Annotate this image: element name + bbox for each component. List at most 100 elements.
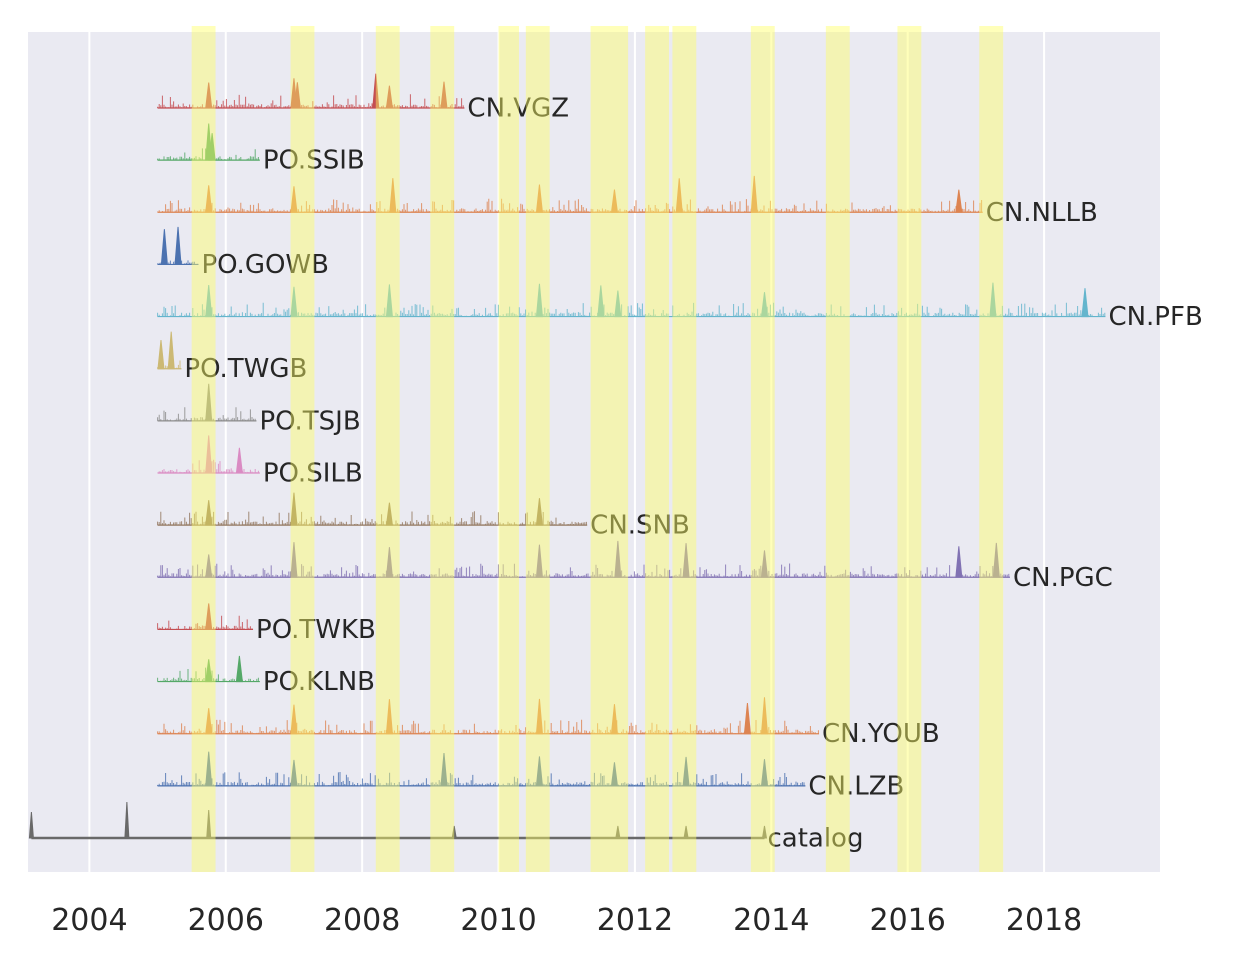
highlight-layer: [191, 26, 1004, 872]
series-trace-po-tsjb: [157, 383, 257, 422]
series-label: CN.LZB: [808, 771, 904, 801]
series-peak: [682, 543, 690, 578]
series-noise: [157, 563, 1010, 578]
series-peak: [385, 85, 393, 109]
series-peak: [205, 285, 213, 318]
series-label: CN.NLLB: [986, 198, 1098, 228]
series-label: CN.PFB: [1108, 302, 1202, 332]
highlight-band: [290, 26, 315, 872]
highlight-band: [375, 26, 400, 872]
label-layer: CN.VGZ PO.SSIB CN.NLLB PO.GOWB CN.PFB PO.TWGB…: [184, 94, 1202, 854]
series-peak: [205, 500, 213, 526]
series-layer: [28, 73, 1106, 840]
series-peak: [989, 282, 997, 318]
x-tick-label: 2010: [460, 903, 536, 938]
highlight-band: [979, 26, 1004, 872]
series-peak: [535, 756, 543, 787]
series-peak: [760, 759, 769, 787]
x-tick-label: 2018: [1006, 903, 1082, 938]
series-peak: [610, 762, 619, 787]
series-label: PO.SSIB: [263, 146, 365, 176]
series-peak: [124, 801, 130, 839]
series-peak: [385, 284, 393, 318]
x-tick-label: 2008: [324, 903, 400, 938]
highlight-band: [825, 26, 850, 872]
series-label: PO.GOWB: [201, 250, 329, 280]
series-label: CN.PGC: [1013, 563, 1113, 593]
series-peak: [955, 546, 963, 578]
series-peak: [955, 189, 963, 213]
series-peak: [743, 703, 751, 735]
series-peak: [385, 699, 393, 735]
series-peak: [205, 82, 213, 109]
x-tick-label: 2016: [870, 903, 946, 938]
series-peak: [451, 825, 457, 839]
series-label: PO.TWKB: [256, 615, 376, 645]
highlight-band: [191, 26, 216, 872]
series-label: PO.TSJB: [259, 406, 360, 436]
series-peak: [1081, 288, 1089, 318]
series-peak: [610, 189, 619, 213]
series-peak: [683, 825, 689, 839]
series-peak: [385, 547, 393, 578]
series-label: PO.SILB: [263, 459, 363, 489]
series-label: catalog: [767, 824, 863, 854]
series-peak: [205, 554, 213, 578]
series-peak: [290, 286, 298, 318]
series-peak: [750, 175, 758, 213]
series-trace-cn-nllb: [157, 175, 983, 213]
series-label: CN.SNB: [590, 511, 690, 541]
series-peak: [385, 502, 393, 526]
x-tick-label: 2004: [51, 903, 127, 938]
series-peak: [535, 498, 544, 526]
series-peak: [614, 290, 622, 318]
series-noise: [157, 302, 1106, 317]
series-trace-cn-youb: [157, 697, 820, 735]
x-tick-label: 2006: [188, 903, 264, 938]
series-peak: [992, 542, 1000, 578]
grid-layer: [88, 32, 1046, 872]
series-peak: [205, 751, 213, 787]
series-peak: [208, 133, 216, 161]
series-peak: [160, 229, 168, 265]
series-label: PO.TWGB: [184, 354, 307, 384]
series-peak: [440, 81, 448, 109]
series-trace-catalog: [28, 801, 768, 840]
highlight-band: [498, 26, 519, 872]
highlight-band: [430, 26, 455, 872]
series-peak: [205, 185, 213, 213]
x-tick-layer: 2004 2006 2008 2010 2012 2014 2016 2018: [51, 903, 1082, 938]
series-peak: [235, 655, 243, 683]
series-peak: [610, 704, 619, 735]
highlight-band: [750, 26, 775, 872]
series-peak: [205, 435, 213, 474]
series-label: PO.KLNB: [263, 667, 375, 697]
series-trace-po-gowb: [157, 226, 199, 266]
highlight-band: [645, 26, 670, 872]
series-trace-po-silb: [157, 435, 260, 474]
series-trace-po-ssib: [157, 123, 260, 161]
series-peak: [760, 697, 769, 735]
series-trace-po-klnb: [157, 655, 260, 683]
series-peak: [290, 759, 298, 787]
series-peak: [535, 283, 543, 318]
x-tick-label: 2014: [733, 903, 809, 938]
series-peak: [293, 82, 301, 109]
series-peak: [206, 809, 212, 839]
series-peak: [290, 186, 298, 213]
series-peak: [615, 825, 621, 839]
x-tick-label: 2012: [597, 903, 673, 938]
highlight-band: [897, 26, 922, 872]
series-trace-po-twkb: [157, 603, 254, 631]
series-peak: [205, 603, 213, 630]
series-peak: [761, 825, 768, 839]
series-peak: [535, 698, 543, 735]
series-peak: [235, 447, 243, 474]
highlight-band: [672, 26, 697, 872]
series-label: CN.VGZ: [467, 94, 569, 124]
series-peak: [535, 544, 543, 578]
series-peak: [675, 178, 683, 213]
series-peak: [290, 542, 298, 578]
